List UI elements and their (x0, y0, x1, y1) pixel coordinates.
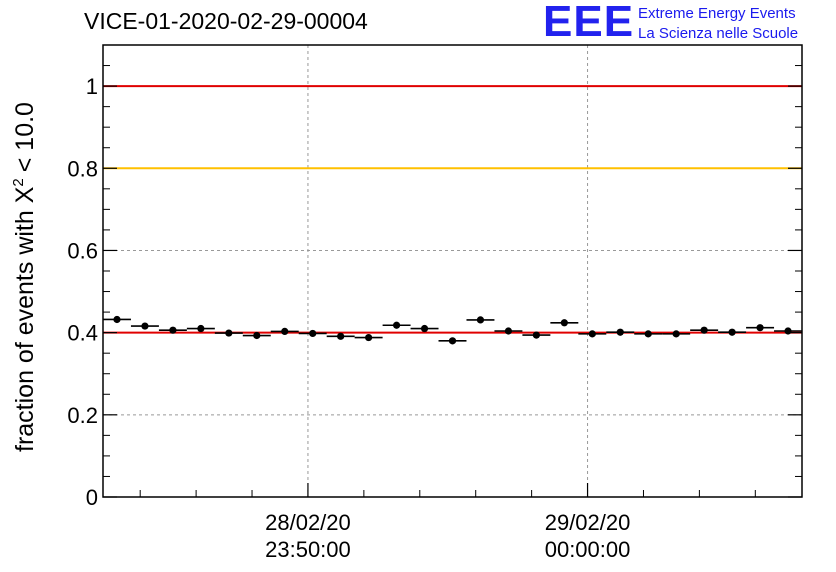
x-tick-label-time: 00:00:00 (545, 537, 631, 562)
data-point-marker (644, 330, 652, 338)
data-point-marker (448, 337, 457, 345)
plot-frame (102, 44, 803, 498)
y-axis-label-suffix: < 10.0 (11, 102, 39, 172)
data-point-marker (141, 322, 149, 330)
eee-logo: EEE (543, 0, 635, 46)
data-point-marker (281, 327, 289, 336)
data-point-marker (197, 324, 205, 333)
data-points-layer (103, 315, 802, 345)
data-point-marker (672, 330, 680, 338)
data-point-marker (700, 326, 708, 334)
y-axis-label: fraction of events with X2 < 10.0 (10, 102, 39, 452)
data-point-marker (560, 319, 568, 327)
data-point-marker (476, 316, 485, 324)
reference-lines-layer (103, 85, 802, 334)
y-tick-label: 0.2 (67, 403, 98, 428)
x-tick-label-date: 29/02/20 (545, 510, 631, 535)
data-point-marker (392, 321, 401, 329)
y-tick-label: 0.4 (67, 321, 98, 346)
y-tick-label: 0.8 (67, 156, 98, 181)
data-point-marker (588, 330, 596, 338)
data-point-marker (365, 333, 373, 342)
data-point-marker (420, 324, 429, 333)
y-axis-label-text: fraction of events with X (11, 186, 39, 452)
grid-layer (103, 45, 802, 497)
y-tick-label: 1 (86, 74, 98, 99)
data-point-marker (532, 331, 540, 339)
x-tick-label-date: 28/02/20 (265, 510, 351, 535)
chart-title: VICE-01-2020-02-29-00004 (84, 8, 368, 34)
data-point-marker (616, 328, 624, 336)
data-point-marker (756, 324, 764, 332)
y-tick-label: 0 (86, 485, 98, 510)
data-point-marker (309, 329, 317, 338)
data-point-marker (504, 327, 513, 335)
y-tick-label: 0.6 (67, 238, 98, 263)
logo-subtitle-1: Extreme Energy Events (638, 5, 796, 22)
data-point-marker (253, 331, 261, 340)
data-point-marker (169, 326, 177, 334)
data-point-marker (337, 332, 345, 340)
data-point-marker (784, 327, 792, 335)
x-tick-label-time: 23:50:00 (265, 537, 351, 562)
data-point-marker (113, 315, 121, 324)
logo-subtitle-2: La Scienza nelle Scuole (638, 25, 799, 42)
data-point-marker (225, 329, 233, 337)
y-axis-label-superscript: 2 (10, 178, 27, 186)
data-point-marker (728, 328, 736, 336)
